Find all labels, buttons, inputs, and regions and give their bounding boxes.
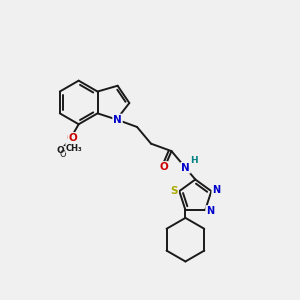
Text: CH₃: CH₃ <box>66 143 83 152</box>
Text: S: S <box>171 186 178 196</box>
Text: O: O <box>68 133 77 143</box>
Text: O: O <box>66 133 75 143</box>
Text: O: O <box>57 146 65 155</box>
Text: N: N <box>206 206 214 216</box>
Text: N: N <box>181 163 190 173</box>
Text: N: N <box>212 185 220 195</box>
Text: O: O <box>159 162 168 172</box>
Text: O: O <box>59 151 66 160</box>
Text: N: N <box>113 115 122 124</box>
Text: H: H <box>190 156 197 165</box>
